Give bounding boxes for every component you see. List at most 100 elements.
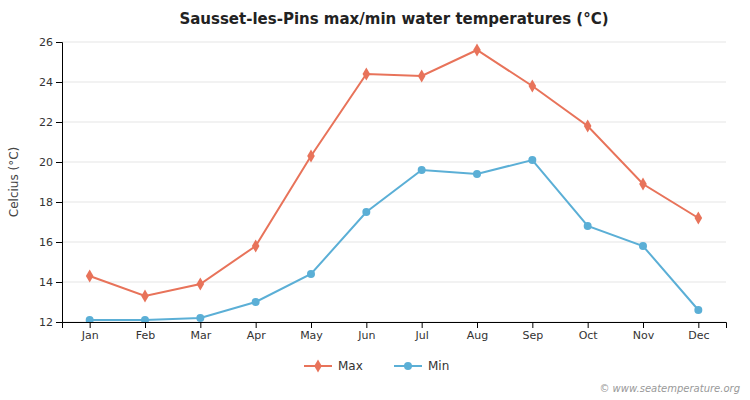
tick-label: Dec [688,329,709,342]
tick-mark [532,322,533,328]
tick-label: Sep [522,329,543,342]
grid-line [62,282,726,283]
point-marker [196,314,204,322]
x-tick: Aug [467,322,488,342]
x-tick: Nov [633,322,655,342]
x-tick: Sep [522,322,543,342]
series-line [90,50,699,296]
tick-mark [56,122,62,123]
plot-area: Jan Feb Mar Apr May Jun Jul Aug Sep Oct Nov Dec 12 14… [39,36,727,342]
point-marker [363,67,371,80]
tick-mark [145,322,146,328]
y-tick: 18 [39,196,62,209]
tick-label: Jan [81,329,99,342]
grid-line [62,122,726,123]
tick-label: 26 [39,36,53,49]
point-marker [473,170,481,178]
x-tick: Feb [136,322,155,342]
y-tick: 12 [39,316,62,329]
point-marker [528,156,536,164]
axis-domain [63,323,727,329]
tick-mark [56,82,62,83]
y-tick: 22 [39,116,62,129]
tick-mark [56,162,62,163]
legend-item: Max [304,359,363,373]
point-marker [584,222,592,230]
point-marker [473,43,481,56]
tick-mark [698,322,699,328]
tick-label: 16 [39,236,53,249]
tick-label: Aug [467,329,488,342]
axis-domain [56,43,63,323]
x-tick: Jun [357,322,375,342]
tick-label: Oct [579,329,599,342]
y-tick: 26 [39,36,62,49]
y-tick: 14 [39,276,62,289]
y-tick: 20 [39,156,62,169]
tick-mark [200,322,201,328]
tick-label: 20 [39,156,53,169]
y-axis-title: Celcius (°C) [7,147,21,217]
legend-label: Max [338,359,363,373]
tick-mark [311,322,312,328]
x-tick: Jul [415,322,429,342]
series-line [90,160,699,320]
tick-mark [56,42,62,43]
tick-mark [477,322,478,328]
tick-label: Apr [247,329,267,342]
legend-label: Min [428,359,449,373]
series [86,156,703,322]
grid [62,42,726,322]
x-tick: Oct [579,322,599,342]
tick-label: Jun [357,329,375,342]
point-marker [418,69,426,82]
point-marker [307,149,315,162]
tick-mark [643,322,644,328]
legend: Max Min [304,359,449,373]
point-marker [141,316,149,322]
x-axis: Jan Feb Mar Apr May Jun Jul Aug Sep Oct Nov Dec [63,322,727,342]
point-marker [362,208,370,216]
tick-label: Nov [633,329,655,342]
tick-mark [588,322,589,328]
title: Sausset-les-Pins max/min water temperatu… [179,10,608,28]
point-marker [197,277,205,290]
point-marker [252,298,260,306]
tick-label: Feb [136,329,155,342]
y-axis: 1214161820222426 [39,36,63,329]
tick-mark [56,322,62,323]
watermark: © www.seatemperature.org [599,383,740,394]
point-marker [694,306,702,314]
point-marker [639,242,647,250]
point-marker [141,289,149,302]
chart: Jan Feb Mar Apr May Jun Jul Aug Sep Oct Nov Dec 12 14… [0,0,750,400]
tick-mark [422,322,423,328]
point-marker [307,270,315,278]
tick-label: 14 [39,276,53,289]
point-marker [695,211,703,224]
grid-line [62,42,726,43]
x-tick: Dec [688,322,709,342]
x-tick: Jan [81,322,99,342]
point-marker [584,119,592,132]
y-tick: 16 [39,236,62,249]
tick-label: 22 [39,116,53,129]
tick-mark [56,202,62,203]
legend-item: Min [394,359,449,373]
grid-line [62,82,726,83]
tick-label: Mar [190,329,211,342]
point-marker [639,177,647,190]
x-tick: Mar [190,322,211,342]
point-marker [529,79,537,92]
tick-mark [56,282,62,283]
tick-label: 12 [39,316,53,329]
x-tick: May [300,322,323,342]
marks [86,43,703,322]
tick-mark [90,322,91,328]
point-marker [86,269,94,282]
legend-marker [314,359,322,372]
tick-mark [366,322,367,328]
tick-label: May [300,329,323,342]
point-marker [252,239,260,252]
legend-marker [404,362,412,370]
